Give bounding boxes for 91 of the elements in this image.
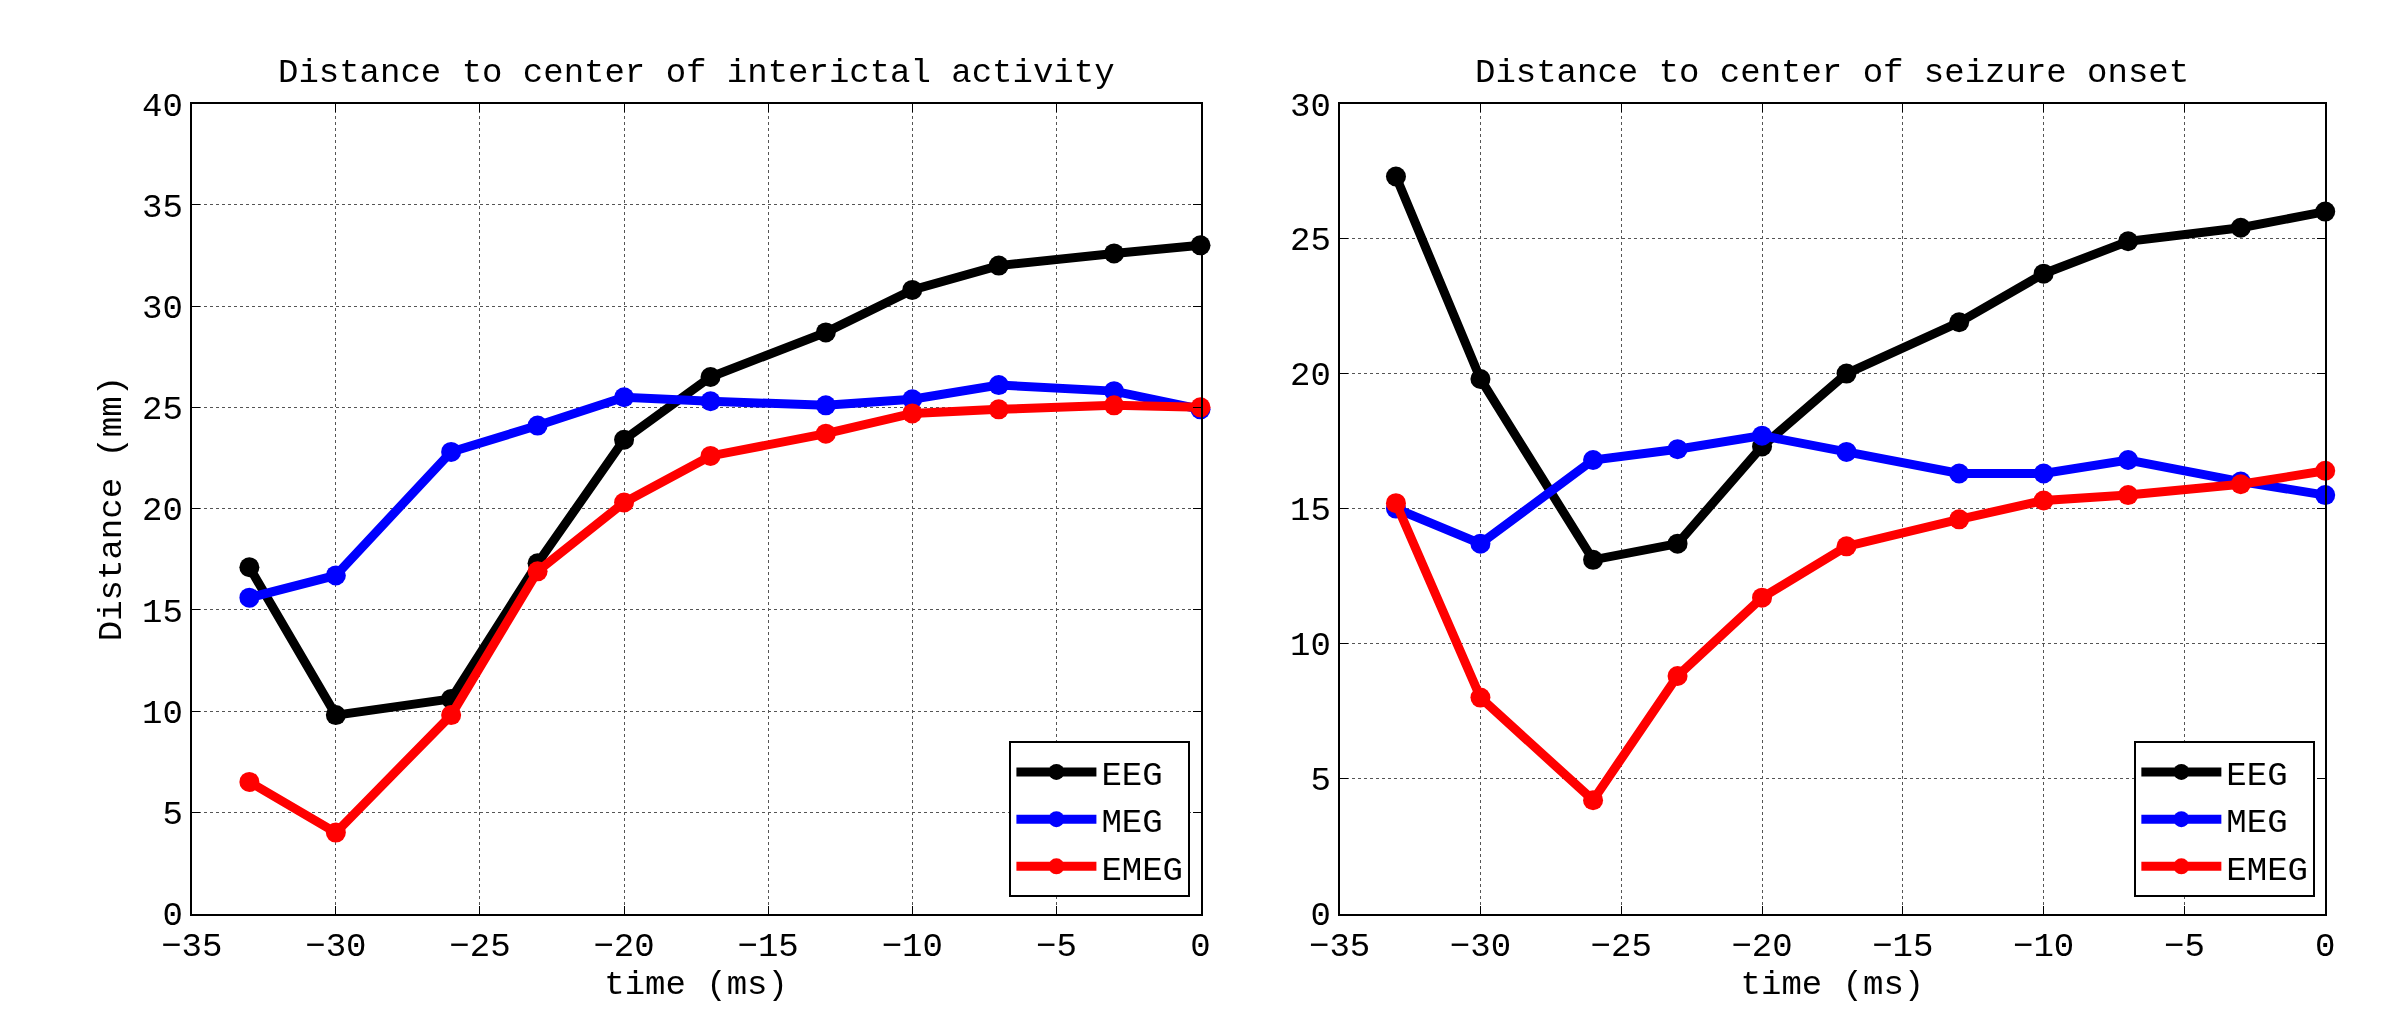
point [2033,490,2054,511]
point [527,561,548,582]
point [1470,533,1491,554]
x-tick-label: 0 [2315,928,2336,967]
legend-label: EEG [1101,757,1163,796]
point [239,557,260,578]
point [2118,485,2139,506]
point [441,705,462,726]
point [325,705,346,726]
point [239,771,260,792]
point [1949,312,1970,333]
y-tick-label: 20 [142,492,183,531]
point [1667,533,1688,554]
point [700,445,721,466]
point [1949,509,1970,530]
x-axis-title: time (ms) [1740,966,1925,1005]
point [815,423,836,444]
point [902,279,923,300]
legend-label: EMEG [2226,851,2308,890]
point [1104,395,1125,416]
point [700,391,721,412]
point [325,565,346,586]
x-tick-label: −30 [305,928,367,967]
y-tick-label: 15 [142,593,183,632]
point [614,492,635,513]
x-tick-label: −25 [1590,928,1652,967]
point [1752,587,1773,608]
x-tick-label: −20 [1731,928,1793,967]
x-tick-label: −15 [1872,928,1934,967]
y-tick-label: 35 [142,188,183,227]
y-tick-label: 25 [1290,222,1331,261]
point [1836,363,1857,384]
chart-title: Distance to center of interictal activity [278,54,1115,92]
y-tick-label: 10 [142,694,183,733]
point [988,375,1009,396]
legend-label: MEG [1101,804,1163,843]
point [1104,243,1125,264]
x-tick-label: −5 [2164,928,2205,967]
point [1836,536,1857,557]
point [2118,231,2139,252]
point [2118,449,2139,470]
x-tick-label: −15 [737,928,799,967]
point [1385,493,1406,514]
point [1470,687,1491,708]
y-tick-label: 30 [142,289,183,328]
point [815,395,836,416]
chart-title: Distance to center of seizure onset [1475,54,2190,92]
point [239,587,260,608]
x-tick-label: 0 [1190,928,1211,967]
x-tick-label: −10 [2013,928,2075,967]
point [1949,463,1970,484]
y-tick-label: 30 [1290,87,1331,126]
point [902,403,923,424]
point [1470,368,1491,389]
y-tick-label: 25 [142,391,183,430]
legend-label: EEG [2226,757,2288,796]
point [527,415,548,436]
y-tick-label: 40 [142,87,183,126]
y-tick-label: 10 [1290,627,1331,666]
point [614,429,635,450]
x-tick-label: −20 [593,928,655,967]
x-tick-label: −30 [1449,928,1512,967]
x-axis-title: time (ms) [604,966,788,1005]
point [614,387,635,408]
point [1667,439,1688,460]
legend-label: EMEG [1101,851,1184,890]
point [1583,790,1604,811]
point [1667,665,1688,686]
x-tick-label: −5 [1035,928,1077,967]
point [1583,449,1604,470]
y-tick-label: 5 [162,796,183,835]
point [2033,463,2054,484]
x-tick-label: −10 [881,928,943,967]
point [2033,263,2054,284]
point [1385,166,1406,187]
point [1752,425,1773,446]
point [441,441,462,462]
point [988,255,1009,276]
point [1583,549,1604,570]
point [700,366,721,387]
point [325,822,346,843]
legend-label: MEG [2226,804,2288,843]
y-tick-label: 20 [1290,357,1331,396]
point [988,399,1009,420]
point [815,322,836,343]
point [2230,217,2251,238]
point [1836,441,1857,462]
x-tick-label: −25 [449,928,511,967]
y-axis-title: Distance (mm) [93,375,132,642]
y-tick-label: 5 [1310,762,1331,801]
y-tick-label: 15 [1290,492,1331,531]
